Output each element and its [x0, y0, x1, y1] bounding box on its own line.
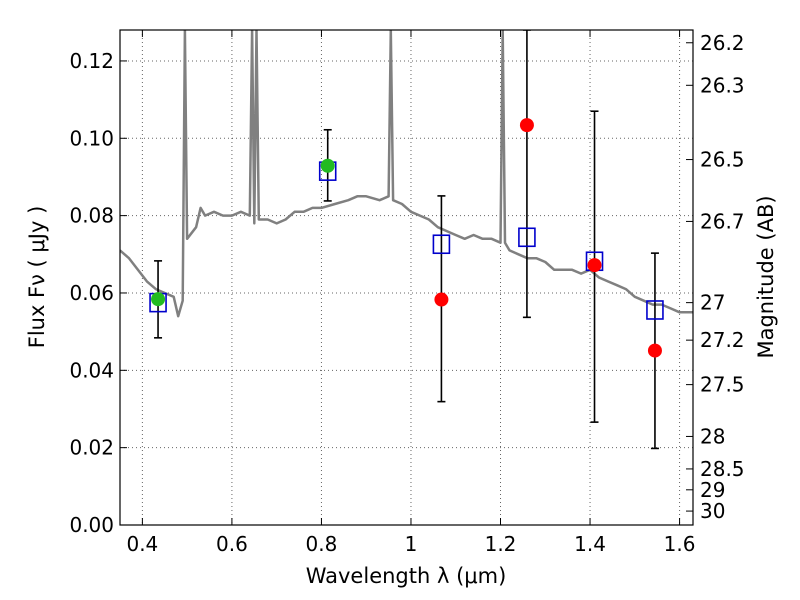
y2-tick-label: 26.5 [700, 148, 745, 172]
y2-tick-label: 26.7 [700, 209, 745, 233]
model-spectrum-line [120, 30, 693, 318]
axes: 0.4 0.6 0.8 1 1.2 1.4 1.6 0.00 0.02 0.04 0.06 0.08 0… [69, 30, 745, 556]
model-square-marker [646, 300, 664, 320]
y-tick-label: 0.06 [69, 281, 114, 305]
x-tick-label: 0.4 [126, 532, 158, 556]
x-tick-label: 1 [405, 532, 418, 556]
y2-tick-label: 28 [700, 424, 725, 448]
y2-tick-label: 30 [700, 499, 725, 523]
y-tick-label: 0.00 [69, 513, 114, 537]
y2-tick-label: 29 [700, 478, 725, 502]
y2-tick-label: 27 [700, 291, 725, 315]
plot-frame [119, 29, 694, 526]
y-tick-label: 0.12 [69, 49, 114, 73]
observed-point-marker [587, 258, 602, 273]
y2-tick-label: 27.2 [700, 328, 745, 352]
y-tick-label: 0.02 [69, 436, 114, 460]
y-tick-label: 0.10 [69, 126, 114, 150]
x-tick-label: 1.6 [664, 532, 696, 556]
x-axis-label: Wavelength λ (μm) [306, 564, 507, 588]
y2-tick-label: 26.2 [700, 31, 745, 55]
model-square-marker [432, 234, 451, 255]
y-tick-label: 0.08 [69, 204, 114, 228]
y2-axis-label: Magnitude (AB) [754, 195, 778, 358]
observed-point-marker [320, 158, 335, 173]
marker-layer [149, 118, 664, 358]
y-axis-label: Flux Fν ( μJy ) [25, 206, 49, 349]
x-tick-label: 0.6 [216, 532, 248, 556]
x-tick-label: 0.8 [306, 532, 338, 556]
y2-tick-label: 27.5 [700, 373, 745, 397]
y2-tick-label: 26.3 [700, 73, 745, 97]
observed-point-marker [434, 292, 449, 307]
plot-background [120, 30, 693, 525]
observed-point-marker [519, 118, 534, 133]
observed-point-marker [647, 343, 662, 358]
model-square-marker [518, 227, 536, 248]
x-tick-label: 1.2 [485, 532, 517, 556]
grid [120, 30, 693, 526]
x-tick-label: 1.4 [574, 532, 606, 556]
observed-point-marker [151, 292, 166, 307]
y-tick-label: 0.04 [69, 358, 114, 382]
y2-tick-label: 28.5 [700, 457, 745, 481]
